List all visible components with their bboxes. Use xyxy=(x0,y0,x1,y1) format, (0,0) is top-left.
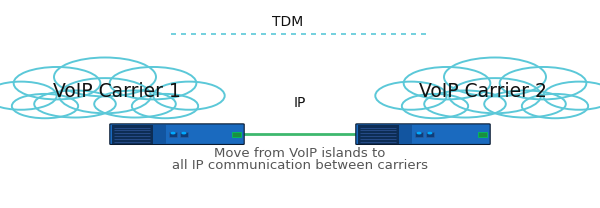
Ellipse shape xyxy=(14,67,100,99)
Ellipse shape xyxy=(402,94,468,118)
Text: IP: IP xyxy=(294,96,306,110)
FancyBboxPatch shape xyxy=(358,125,399,144)
Circle shape xyxy=(171,132,175,134)
FancyBboxPatch shape xyxy=(110,124,244,144)
Ellipse shape xyxy=(522,94,588,118)
Text: TDM: TDM xyxy=(272,15,304,29)
Ellipse shape xyxy=(449,78,541,113)
FancyBboxPatch shape xyxy=(356,124,490,144)
FancyBboxPatch shape xyxy=(415,132,423,137)
Ellipse shape xyxy=(94,90,176,118)
FancyBboxPatch shape xyxy=(232,132,241,137)
FancyBboxPatch shape xyxy=(446,125,477,143)
Circle shape xyxy=(182,132,185,134)
Ellipse shape xyxy=(34,90,116,118)
Ellipse shape xyxy=(376,82,446,110)
Ellipse shape xyxy=(54,57,156,97)
Ellipse shape xyxy=(544,82,600,110)
Circle shape xyxy=(417,132,421,134)
FancyBboxPatch shape xyxy=(399,125,412,144)
Ellipse shape xyxy=(500,67,586,99)
FancyBboxPatch shape xyxy=(478,132,487,137)
FancyBboxPatch shape xyxy=(200,125,231,143)
Ellipse shape xyxy=(12,94,78,118)
Text: VoIP Carrier 2: VoIP Carrier 2 xyxy=(419,82,547,101)
Ellipse shape xyxy=(484,90,566,118)
Text: all IP communication between carriers: all IP communication between carriers xyxy=(172,158,428,172)
Ellipse shape xyxy=(154,82,224,110)
FancyBboxPatch shape xyxy=(180,132,188,137)
Ellipse shape xyxy=(110,67,196,99)
Ellipse shape xyxy=(0,82,56,110)
Text: VoIP Carrier 1: VoIP Carrier 1 xyxy=(53,82,181,101)
Ellipse shape xyxy=(424,90,506,118)
Circle shape xyxy=(428,132,431,134)
FancyBboxPatch shape xyxy=(153,125,166,144)
Text: Move from VoIP islands to: Move from VoIP islands to xyxy=(214,147,386,160)
FancyBboxPatch shape xyxy=(112,125,153,144)
Ellipse shape xyxy=(404,67,490,99)
FancyBboxPatch shape xyxy=(169,132,177,137)
FancyBboxPatch shape xyxy=(426,132,434,137)
Ellipse shape xyxy=(59,78,151,113)
Ellipse shape xyxy=(444,57,546,97)
Ellipse shape xyxy=(132,94,198,118)
